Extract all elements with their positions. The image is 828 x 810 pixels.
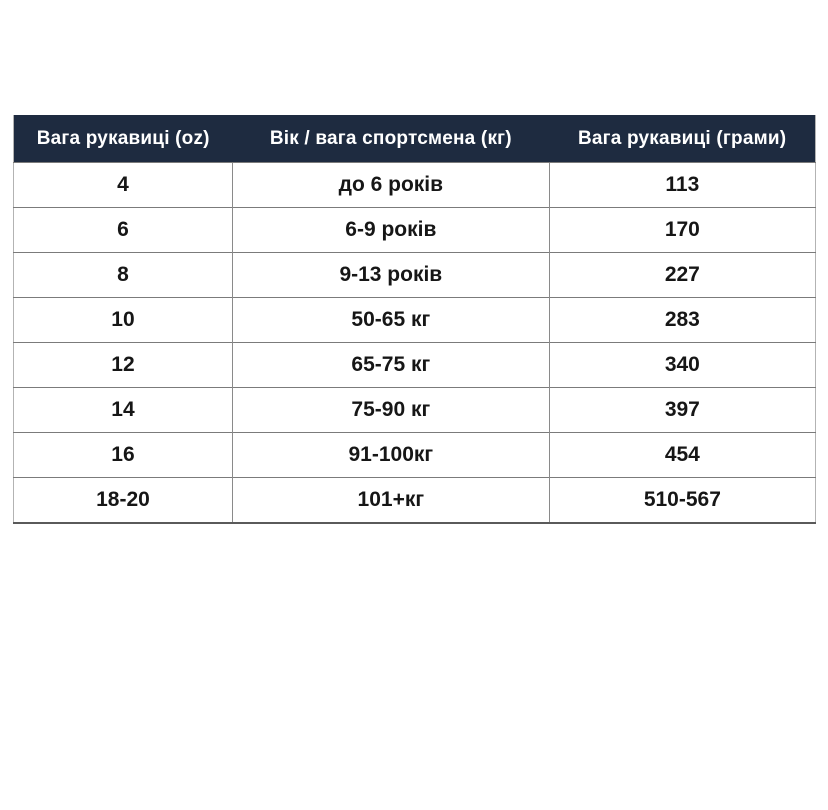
table-cell-grams: 227	[548, 252, 816, 298]
table-row: 6 6-9 років 170	[13, 207, 816, 253]
table-cell-oz: 18-20	[13, 477, 233, 523]
table-cell-grams: 283	[548, 297, 816, 343]
table-cell-grams: 510-567	[548, 477, 816, 523]
table-cell-age-weight: 65-75 кг	[231, 342, 550, 388]
glove-size-table-container: Вага рукавиці (oz) Вік / вага спортсмена…	[13, 115, 816, 524]
table-cell-oz: 4	[13, 162, 233, 208]
table-cell-oz: 10	[13, 297, 233, 343]
table-cell-age-weight: 101+кг	[231, 477, 550, 523]
table-row: 4 до 6 років 113	[13, 162, 816, 208]
table-cell-age-weight: до 6 років	[231, 162, 550, 208]
table-cell-oz: 14	[13, 387, 233, 433]
table-cell-age-weight: 75-90 кг	[231, 387, 550, 433]
glove-size-table: Вага рукавиці (oz) Вік / вага спортсмена…	[13, 115, 816, 524]
header-cell-age-weight: Вік / вага спортсмена (кг)	[232, 115, 550, 163]
table-row: 14 75-90 кг 397	[13, 387, 816, 433]
table-cell-oz: 8	[13, 252, 233, 298]
table-cell-age-weight: 50-65 кг	[231, 297, 550, 343]
table-cell-grams: 397	[548, 387, 816, 433]
table-cell-oz: 6	[13, 207, 233, 253]
table-header-row: Вага рукавиці (oz) Вік / вага спортсмена…	[13, 115, 816, 163]
table-cell-oz: 16	[13, 432, 233, 478]
table-row: 16 91-100кг 454	[13, 432, 816, 478]
table-cell-grams: 113	[548, 162, 816, 208]
table-row: 10 50-65 кг 283	[13, 297, 816, 343]
table-cell-oz: 12	[13, 342, 233, 388]
table-row: 8 9-13 років 227	[13, 252, 816, 298]
header-cell-glove-grams: Вага рукавиці (грами)	[549, 115, 816, 163]
table-row: 18-20 101+кг 510-567	[13, 477, 816, 523]
table-cell-grams: 340	[548, 342, 816, 388]
table-cell-age-weight: 9-13 років	[231, 252, 550, 298]
table-cell-age-weight: 91-100кг	[231, 432, 550, 478]
table-cell-grams: 170	[548, 207, 816, 253]
table-cell-age-weight: 6-9 років	[231, 207, 550, 253]
header-cell-glove-oz: Вага рукавиці (oz)	[13, 115, 233, 163]
table-row: 12 65-75 кг 340	[13, 342, 816, 388]
table-cell-grams: 454	[548, 432, 816, 478]
